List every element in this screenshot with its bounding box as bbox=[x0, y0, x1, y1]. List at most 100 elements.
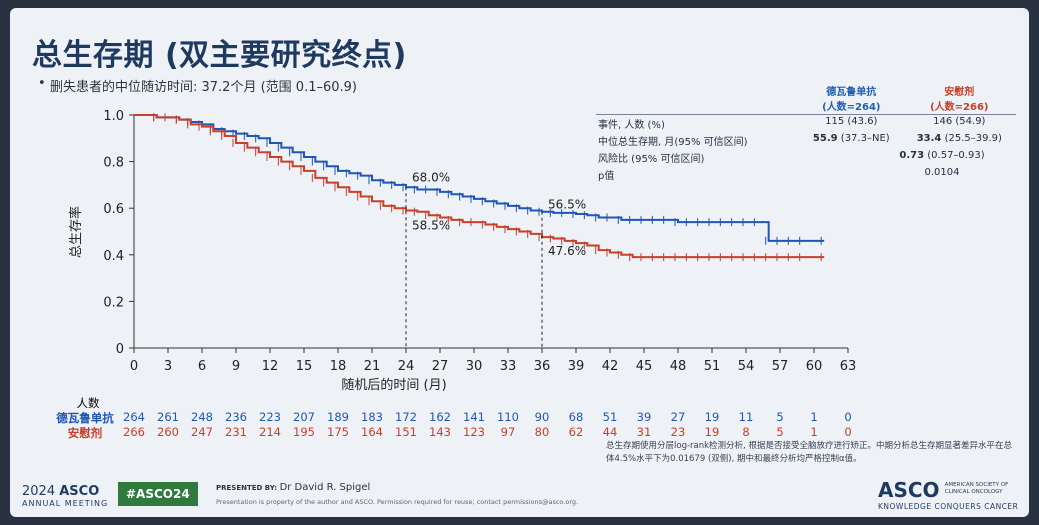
risk-count: 151 bbox=[395, 425, 417, 439]
risk-count: 5 bbox=[776, 425, 784, 439]
risk-count: 236 bbox=[225, 410, 247, 424]
risk-count: 264 bbox=[123, 410, 145, 424]
x-tick-label: 60 bbox=[806, 359, 823, 374]
risk-count: 123 bbox=[463, 425, 485, 439]
stats-table: 德瓦鲁单抗 (人数=264) 安慰剂 (人数=266) 事件, 人数 (%) 115… bbox=[596, 82, 1016, 183]
x-tick-label: 0 bbox=[130, 359, 138, 374]
risk-count: 1 bbox=[810, 410, 818, 424]
risk-count: 51 bbox=[602, 410, 618, 424]
x-tick-label: 63 bbox=[840, 359, 857, 374]
x-tick-label: 3 bbox=[164, 359, 172, 374]
risk-count: 8 bbox=[742, 425, 750, 439]
x-tick-label: 57 bbox=[772, 359, 789, 374]
risk-table-title: 人数 bbox=[76, 396, 100, 410]
risk-count: 195 bbox=[293, 425, 315, 439]
x-tick-label: 9 bbox=[232, 359, 240, 374]
risk-count: 23 bbox=[670, 425, 686, 439]
risk-count: 68 bbox=[568, 410, 584, 424]
x-tick-label: 12 bbox=[262, 359, 279, 374]
x-tick-label: 36 bbox=[534, 359, 551, 374]
stats-row-hazard-ratio: 风险比 (95% 可信区间) 0.73 (0.57–0.93) bbox=[598, 150, 985, 165]
hashtag-badge: #ASCO24 bbox=[118, 482, 198, 506]
y-tick-label: 0.6 bbox=[103, 202, 124, 217]
asco-logo: ASCO AMERICAN SOCIETY OF CLINICAL ONCOLO… bbox=[878, 478, 1019, 511]
data-label: 56.5% bbox=[548, 197, 586, 211]
risk-count: 44 bbox=[602, 425, 618, 439]
x-tick-label: 39 bbox=[568, 359, 585, 374]
risk-count: 164 bbox=[361, 425, 383, 439]
risk-count: 266 bbox=[123, 425, 145, 439]
risk-count: 27 bbox=[670, 410, 686, 424]
stats-row-p-value: p值 0.0104 bbox=[598, 167, 960, 182]
x-tick-label: 33 bbox=[500, 359, 517, 374]
x-tick-label: 42 bbox=[602, 359, 619, 374]
risk-count: 0 bbox=[844, 425, 852, 439]
risk-count: 175 bbox=[327, 425, 349, 439]
risk-row-label: 德瓦鲁单抗 bbox=[56, 411, 114, 425]
x-tick-label: 6 bbox=[198, 359, 206, 374]
followup-note: • 删失患者的中位随访时间: 37.2个月 (范围 0.1–60.9) bbox=[38, 76, 357, 95]
risk-count: 214 bbox=[259, 425, 281, 439]
y-tick-label: 0.2 bbox=[103, 295, 124, 310]
stats-row-events: 事件, 人数 (%) 115 (43.6) 146 (54.9) bbox=[598, 116, 986, 131]
y-tick-label: 0.8 bbox=[103, 156, 124, 171]
km-chart: 0 3 6 9 12 15 18 21 24 27 30 33 36 39 42 45 48 51 54 57 60 63… bbox=[68, 109, 857, 393]
risk-count: 172 bbox=[395, 410, 417, 424]
data-label: 58.5% bbox=[412, 219, 450, 233]
risk-count: 0 bbox=[844, 410, 852, 424]
x-tick-label: 51 bbox=[704, 359, 721, 374]
risk-count: 19 bbox=[704, 410, 720, 424]
header-durvalumab: 德瓦鲁单抗 (人数=264) bbox=[800, 82, 903, 115]
risk-count: 183 bbox=[361, 410, 383, 424]
slide-footer: 2024 ASCO ANNUAL MEETING #ASCO24 PRESENT… bbox=[10, 476, 1029, 517]
y-tick-label: 0 bbox=[116, 342, 124, 357]
x-tick-label: 30 bbox=[466, 359, 483, 374]
y-axis-label: 总生存率 bbox=[68, 206, 84, 258]
data-label: 68.0% bbox=[412, 171, 450, 185]
risk-count: 97 bbox=[500, 425, 516, 439]
y-tick-label: 1.0 bbox=[103, 109, 124, 124]
risk-count: 90 bbox=[534, 410, 550, 424]
x-tick-label: 15 bbox=[296, 359, 313, 374]
risk-count: 110 bbox=[497, 410, 519, 424]
risk-row-label: 安慰剂 bbox=[67, 426, 103, 440]
followup-text: 删失患者的中位随访时间: 37.2个月 (范围 0.1–60.9) bbox=[50, 80, 357, 95]
slide-title: 总生存期 (双主要研究终点) bbox=[32, 38, 407, 73]
risk-count: 231 bbox=[225, 425, 247, 439]
series-line-placebo bbox=[134, 114, 825, 259]
risk-count: 80 bbox=[534, 425, 550, 439]
risk-count: 39 bbox=[636, 410, 652, 424]
header-placebo: 安慰剂 (人数=266) bbox=[902, 82, 1016, 115]
risk-count: 189 bbox=[327, 410, 349, 424]
risk-count: 19 bbox=[704, 425, 720, 439]
risk-count: 62 bbox=[568, 425, 584, 439]
slide: 总生存期 (双主要研究终点) • 删失患者的中位随访时间: 37.2个月 (范围 … bbox=[10, 8, 1029, 517]
x-tick-label: 54 bbox=[738, 359, 755, 374]
x-tick-label: 24 bbox=[398, 359, 415, 374]
stats-row-median-os: 中位总生存期, 月(95% 可信区间) 55.9 (37.3–NE) 33.4 … bbox=[598, 133, 1002, 148]
x-axis-label: 随机后的时间 (月) bbox=[341, 377, 446, 393]
risk-count: 5 bbox=[776, 410, 784, 424]
asco-meeting-logo: 2024 ASCO ANNUAL MEETING bbox=[22, 484, 109, 508]
footnote: 总生存期使用分层log-rank检测分析, 根据是否接受全脑放疗进行矫正。中期分… bbox=[606, 441, 1012, 464]
series-line-durvalumab bbox=[134, 114, 825, 242]
risk-count: 248 bbox=[191, 410, 213, 424]
data-label: 47.6% bbox=[548, 244, 586, 258]
presenter-block: PRESENTED BY: Dr David R. Spigel Present… bbox=[216, 482, 579, 506]
risk-count: 260 bbox=[157, 425, 179, 439]
risk-count: 162 bbox=[429, 410, 451, 424]
risk-count: 247 bbox=[191, 425, 213, 439]
x-tick-label: 48 bbox=[670, 359, 687, 374]
x-tick-label: 45 bbox=[636, 359, 653, 374]
x-tick-label: 27 bbox=[432, 359, 449, 374]
risk-count: 141 bbox=[463, 410, 485, 424]
risk-count: 143 bbox=[429, 425, 451, 439]
x-tick-label: 21 bbox=[364, 359, 381, 374]
y-tick-label: 0.4 bbox=[103, 249, 124, 264]
risk-count: 261 bbox=[157, 410, 179, 424]
bullet-dot: • bbox=[38, 76, 46, 91]
risk-count: 223 bbox=[259, 410, 281, 424]
x-tick-label: 18 bbox=[330, 359, 347, 374]
risk-count: 207 bbox=[293, 410, 315, 424]
risk-count: 31 bbox=[636, 425, 652, 439]
